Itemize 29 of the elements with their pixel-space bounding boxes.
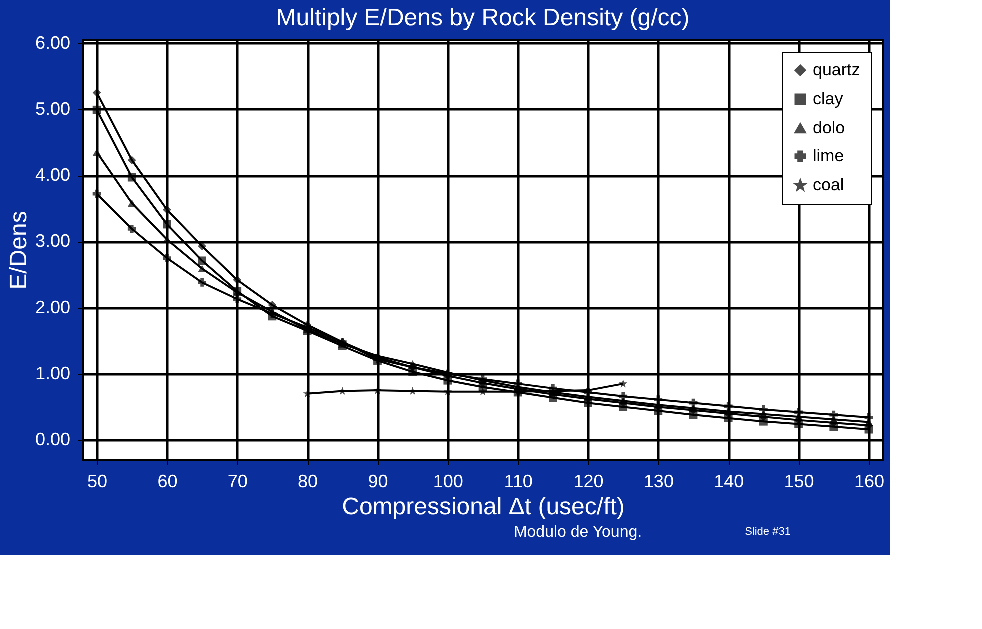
- x-tick-label: 140: [714, 472, 744, 492]
- legend-label: quartz: [813, 60, 860, 80]
- x-tick-label: 50: [88, 472, 108, 492]
- x-tick-label: 90: [368, 472, 388, 492]
- y-tick-label: 5.00: [35, 98, 70, 119]
- x-tick-label: 130: [644, 472, 674, 492]
- x-tick-label: 70: [228, 472, 248, 492]
- y-tick-label: 4.00: [35, 165, 70, 186]
- x-tick-label: 80: [298, 472, 318, 492]
- text: Slide #31: [745, 526, 791, 538]
- x-tick-label: 120: [574, 472, 604, 492]
- text: Modulo de Young.: [514, 524, 642, 541]
- x-tick-label: 100: [433, 472, 464, 492]
- y-tick-label: 0.00: [35, 430, 70, 450]
- legend-label: lime: [813, 146, 844, 166]
- y-tick-label: 1.00: [35, 364, 70, 384]
- legend-label: dolo: [813, 118, 846, 138]
- chart-title: Multiply E/Dens by Rock Density (g/cc): [276, 4, 690, 32]
- y-tick-label: 6.00: [35, 32, 70, 53]
- y-axis-title: E/Dens: [5, 211, 32, 290]
- x-tick-label: 60: [158, 472, 178, 492]
- y-tick-label: 2.00: [35, 297, 70, 318]
- legend-label: coal: [813, 176, 844, 194]
- x-tick-label: 150: [784, 472, 814, 492]
- x-tick-label: 110: [504, 472, 533, 492]
- legend-label: clay: [813, 90, 844, 108]
- y-tick-label: 3.00: [35, 231, 70, 252]
- x-tick-label: 160: [854, 472, 884, 492]
- x-axis-title: Compressional Δt (usec/ft): [342, 494, 625, 520]
